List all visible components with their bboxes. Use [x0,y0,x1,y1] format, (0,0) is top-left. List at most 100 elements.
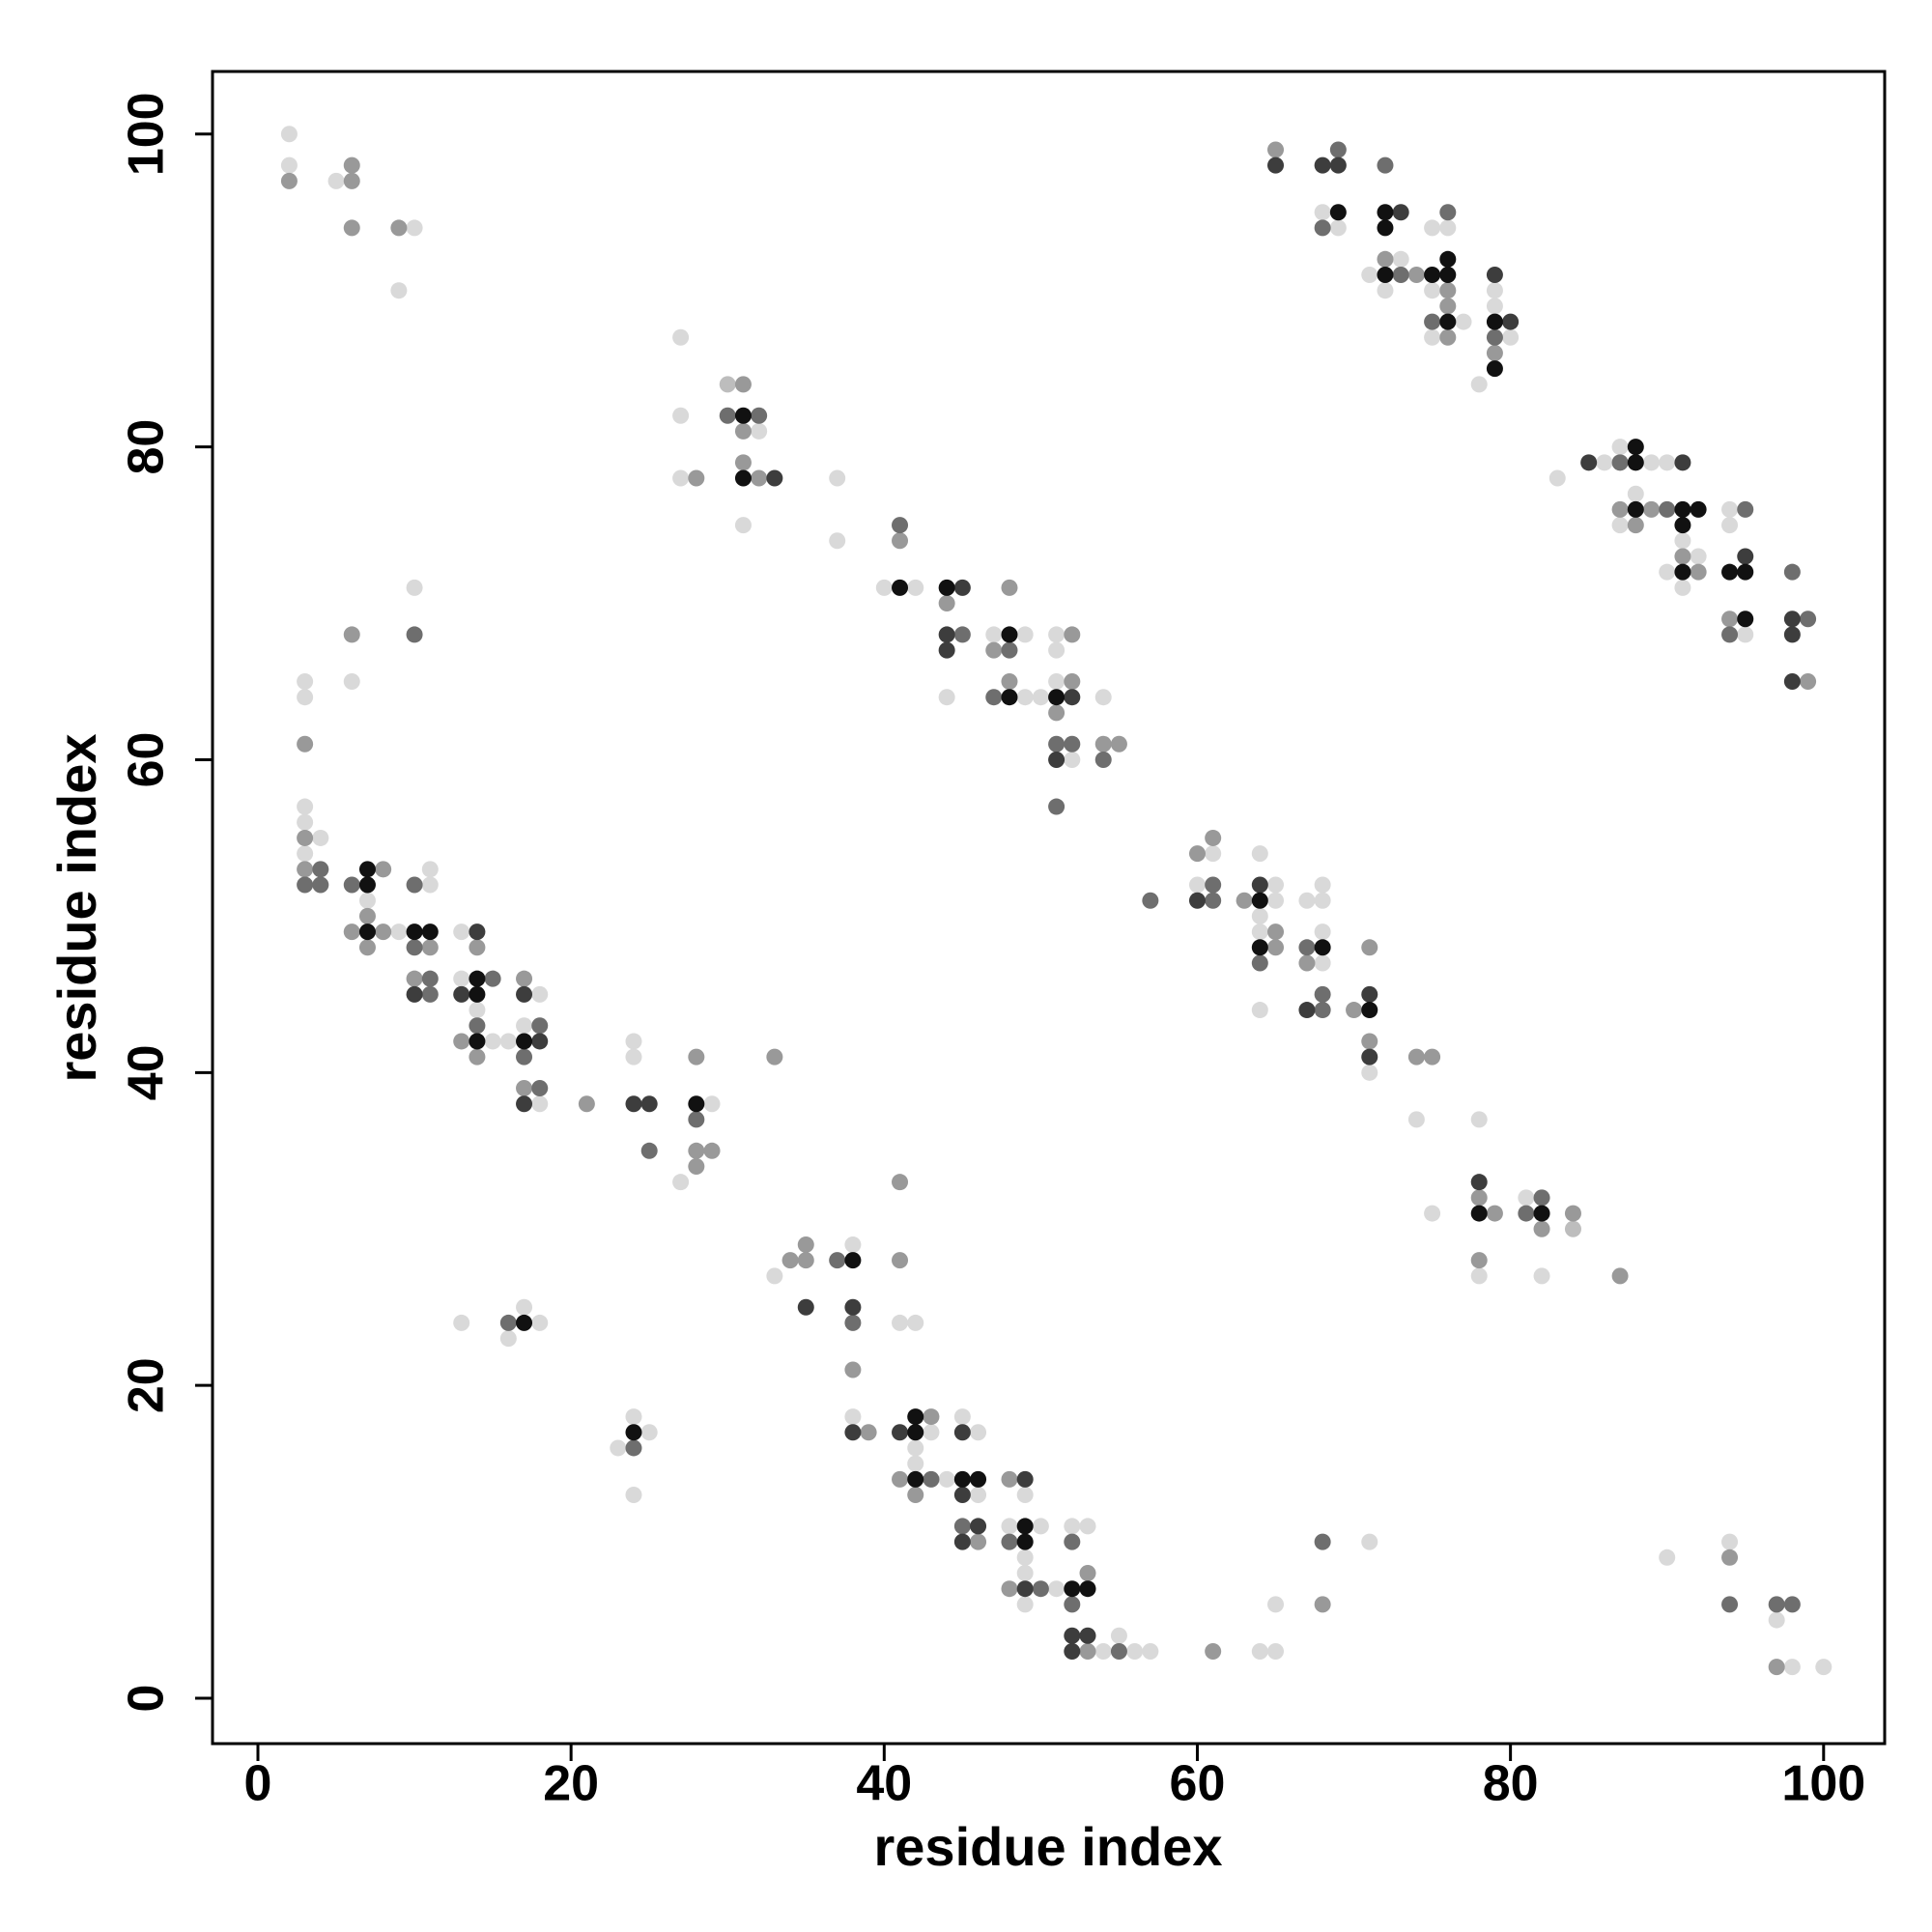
scatter-point [1361,1048,1378,1065]
scatter-point [1267,923,1285,941]
scatter-point [531,1080,549,1097]
scatter-point [938,579,955,596]
scatter-point [1048,689,1065,706]
scatter-point [1236,892,1253,909]
scatter-point [1298,892,1316,909]
scatter-point [1674,532,1691,550]
scatter-point [1377,282,1394,299]
scatter-point [1377,219,1394,237]
scatter-point [625,1408,642,1426]
scatter-point [390,219,408,237]
scatter-point [358,876,376,894]
scatter-point [406,939,423,956]
scatter-point [484,1033,501,1050]
scatter-point [1392,204,1409,221]
scatter-point [751,407,768,424]
scatter-point [1690,500,1707,518]
scatter-point [1048,704,1065,722]
scatter-point [1251,1642,1268,1660]
scatter-point [1674,579,1691,596]
scatter-point [892,1470,909,1488]
scatter-point [1064,626,1081,643]
scatter-point [1329,156,1347,174]
scatter-point [1016,1470,1034,1488]
scatter-point [1470,1252,1488,1269]
scatter-point [1783,563,1801,581]
scatter-point [358,939,376,956]
scatter-point [1001,641,1018,659]
scatter-point [1205,1642,1222,1660]
scatter-point [406,970,423,987]
scatter-point [1361,939,1378,956]
x-tick-label: 60 [1170,1756,1226,1812]
scatter-point [499,1330,517,1348]
scatter-point [1643,500,1661,518]
y-tick-label: 20 [119,1357,175,1413]
scatter-point [1064,735,1081,753]
scatter-point [892,1314,909,1331]
scatter-point [1721,1533,1739,1550]
scatter-point [688,469,705,487]
scatter-point [421,939,439,956]
scatter-point [1721,500,1739,518]
scatter-point [953,1470,971,1488]
scatter-point [516,970,533,987]
scatter-point [672,1174,690,1191]
scatter-point [1001,626,1018,643]
scatter-point [953,579,971,596]
scatter-point [923,1470,940,1488]
scatter-point [1094,735,1112,753]
scatter-point [1737,611,1754,628]
scatter-point [375,861,392,878]
scatter-point [1314,156,1331,174]
scatter-point [531,1017,549,1035]
scatter-point [1001,673,1018,691]
scatter-point [516,1017,533,1035]
scatter-point [1392,267,1409,284]
scatter-point [1032,1518,1049,1535]
scatter-point [844,1314,862,1331]
scatter-point [1048,751,1065,768]
scatter-point [280,126,298,143]
scatter-point [892,1424,909,1441]
scatter-point [1737,500,1754,518]
scatter-point [1611,500,1629,518]
scatter-point [1439,267,1457,284]
scatter-point [469,985,486,1003]
scatter-point [1267,141,1285,158]
scatter-point [453,1033,470,1050]
scatter-point [1768,1659,1785,1676]
scatter-point [1424,328,1441,346]
scatter-point [1674,548,1691,565]
scatter-point [1251,1002,1268,1019]
scatter-point [1016,1533,1034,1550]
scatter-point [844,1298,862,1316]
scatter-point [1188,876,1206,894]
y-tick-label: 40 [119,1044,175,1100]
scatter-point [531,1095,549,1113]
scatter-point [390,923,408,941]
scatter-point [672,469,690,487]
scatter-point [1032,689,1049,706]
scatter-point [1674,500,1691,518]
scatter-point [453,923,470,941]
scatter-point [1783,1596,1801,1613]
scatter-point [703,1142,721,1159]
scatter-point [1392,250,1409,268]
scatter-point [1314,204,1331,221]
scatter-point [1188,892,1206,909]
scatter-point [1470,1174,1488,1191]
scatter-point [1611,439,1629,456]
scatter-point [1439,298,1457,315]
y-axis-title: residue index [46,733,107,1082]
scatter-point [343,172,360,189]
scatter-point [1737,563,1754,581]
scatter-point [734,454,752,471]
scatter-point [1659,1548,1676,1566]
scatter-point [280,156,298,174]
scatter-point [1627,454,1644,471]
scatter-point [1737,626,1754,643]
scatter-point [1001,1518,1018,1535]
scatter-point [1079,1518,1096,1535]
scatter-point [1251,892,1268,909]
